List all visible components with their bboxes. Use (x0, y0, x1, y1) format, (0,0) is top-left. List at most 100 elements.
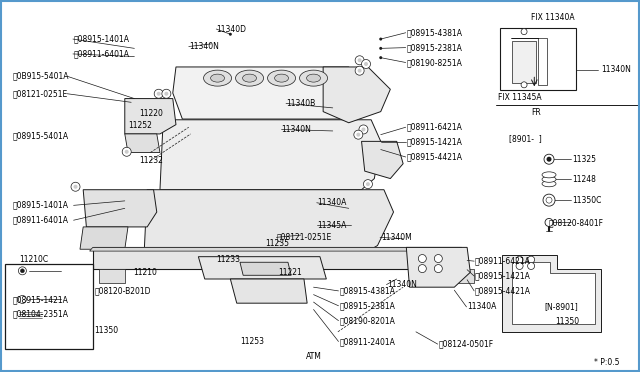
Circle shape (545, 218, 553, 227)
Text: 11248: 11248 (573, 175, 596, 184)
Text: 11325: 11325 (573, 155, 596, 164)
Ellipse shape (275, 74, 289, 82)
Circle shape (364, 180, 372, 189)
Polygon shape (323, 67, 390, 123)
Polygon shape (240, 262, 291, 275)
Polygon shape (125, 134, 160, 153)
Text: 11220: 11220 (140, 109, 163, 118)
Text: FIX 11345A: FIX 11345A (498, 93, 541, 102)
Circle shape (516, 256, 523, 263)
Circle shape (380, 38, 382, 41)
Text: Ⓓ08190-8201A: Ⓓ08190-8201A (339, 316, 395, 325)
Text: 11340N: 11340N (387, 280, 417, 289)
Ellipse shape (243, 74, 257, 82)
Ellipse shape (211, 74, 225, 82)
Text: * P:0.5: * P:0.5 (594, 358, 620, 367)
Polygon shape (99, 269, 125, 283)
Text: 11210C: 11210C (19, 255, 49, 264)
Text: Ⓦ08915-4421A: Ⓦ08915-4421A (406, 153, 462, 161)
Circle shape (521, 82, 527, 88)
Text: 11340B: 11340B (287, 99, 316, 108)
Text: Ⓧ08911-6401A: Ⓧ08911-6401A (74, 49, 129, 58)
Circle shape (380, 47, 382, 50)
Bar (512, 41, 536, 83)
Circle shape (358, 58, 362, 62)
Text: 11340M: 11340M (381, 233, 412, 242)
Polygon shape (160, 120, 381, 190)
Polygon shape (362, 141, 403, 179)
Circle shape (419, 254, 426, 263)
Text: Ⓦ08915-4381A: Ⓦ08915-4381A (339, 286, 395, 295)
Circle shape (19, 267, 26, 275)
Polygon shape (406, 247, 470, 287)
Ellipse shape (542, 181, 556, 187)
Text: 11345A: 11345A (317, 221, 346, 230)
Polygon shape (198, 257, 326, 279)
Circle shape (544, 154, 554, 164)
Ellipse shape (268, 70, 296, 86)
Text: Ⓧ08911-6401A: Ⓧ08911-6401A (13, 216, 68, 225)
Circle shape (359, 125, 368, 134)
Text: ATM: ATM (306, 352, 322, 361)
Text: 11253: 11253 (240, 337, 264, 346)
Text: Ⓦ08915-1421A: Ⓦ08915-1421A (13, 295, 68, 304)
Circle shape (364, 62, 368, 66)
Text: Ⓦ08915-1421A: Ⓦ08915-1421A (406, 138, 462, 147)
Text: Ⓦ08915-5401A: Ⓦ08915-5401A (13, 131, 69, 140)
Circle shape (546, 197, 552, 203)
Polygon shape (448, 269, 474, 283)
Circle shape (521, 29, 527, 35)
Circle shape (366, 182, 370, 186)
Text: FIX 11340A: FIX 11340A (531, 13, 575, 22)
Text: 11235: 11235 (266, 239, 289, 248)
Text: Ⓧ08911-6421A: Ⓧ08911-6421A (475, 257, 531, 266)
Circle shape (19, 295, 26, 304)
Text: 11340N: 11340N (282, 125, 312, 134)
Circle shape (71, 182, 80, 191)
Text: 11340N: 11340N (189, 42, 219, 51)
Text: Ⓓ08120-B201D: Ⓓ08120-B201D (95, 286, 151, 295)
Polygon shape (173, 67, 362, 119)
Text: 11233: 11233 (216, 255, 240, 264)
Circle shape (154, 89, 163, 98)
Text: 11232: 11232 (140, 156, 163, 165)
Circle shape (362, 60, 371, 68)
Text: Ⓧ08190-8251A: Ⓧ08190-8251A (406, 58, 462, 67)
Polygon shape (83, 190, 157, 227)
Circle shape (380, 56, 382, 59)
Text: 11350: 11350 (95, 326, 119, 335)
Circle shape (20, 269, 24, 273)
Polygon shape (125, 99, 176, 134)
Circle shape (355, 66, 364, 75)
Circle shape (419, 264, 426, 273)
Polygon shape (512, 262, 595, 324)
Text: Ⓓ08124-0501F: Ⓓ08124-0501F (438, 340, 493, 349)
Text: 11340D: 11340D (216, 25, 246, 33)
Polygon shape (502, 255, 602, 332)
Text: Ⓓ08121-0251E: Ⓓ08121-0251E (276, 233, 332, 242)
Ellipse shape (236, 70, 264, 86)
Circle shape (355, 56, 364, 65)
Text: FR: FR (531, 108, 541, 117)
Circle shape (354, 130, 363, 139)
Text: 11210: 11210 (133, 268, 157, 277)
Circle shape (74, 185, 77, 189)
Circle shape (229, 33, 232, 36)
Text: 11340N: 11340N (602, 65, 632, 74)
Circle shape (435, 264, 442, 273)
Text: Ⓓ08120-8401F: Ⓓ08120-8401F (549, 218, 604, 227)
Text: [8901-  ]: [8901- ] (509, 134, 541, 143)
Text: 11252: 11252 (128, 121, 152, 130)
Circle shape (162, 89, 171, 98)
Ellipse shape (300, 70, 328, 86)
Circle shape (435, 254, 442, 263)
Text: Ⓦ08915-4381A: Ⓦ08915-4381A (406, 28, 462, 37)
Text: Ⓧ08911-6421A: Ⓧ08911-6421A (406, 123, 462, 132)
Text: 11340A: 11340A (317, 198, 346, 207)
Circle shape (164, 92, 168, 96)
Circle shape (356, 133, 360, 137)
Bar (500, 28, 576, 90)
Circle shape (527, 256, 534, 263)
Ellipse shape (542, 172, 556, 178)
Circle shape (157, 92, 161, 96)
